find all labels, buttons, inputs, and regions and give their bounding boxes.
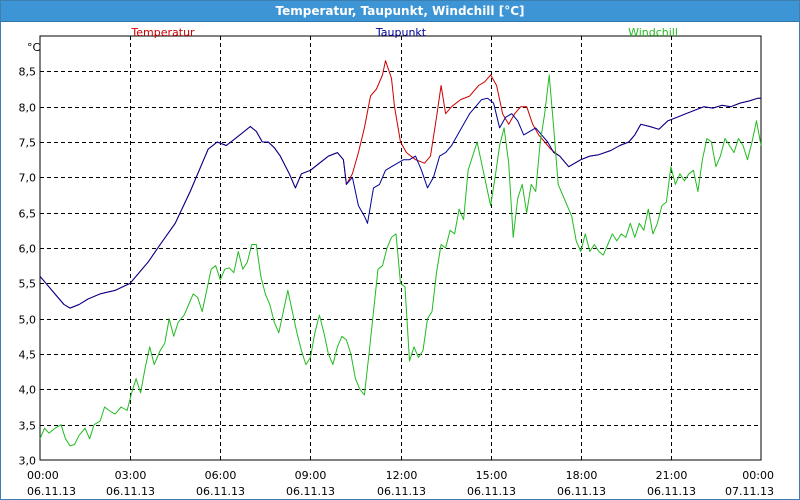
series-lines — [39, 60, 762, 447]
chart-title: Temperatur, Taupunkt, Windchill [°C] — [1, 1, 799, 22]
x-tick-time: 15:00 — [476, 469, 508, 482]
y-tick-label: 4,0 — [19, 384, 37, 397]
x-tick-time: 06:00 — [205, 469, 237, 482]
x-tick-time: 00:00 — [27, 469, 59, 482]
y-tick-label: 7,0 — [19, 172, 37, 185]
x-tick-time: 18:00 — [566, 469, 598, 482]
x-tick-date: 06.11.13 — [467, 485, 516, 498]
x-tick-date: 06.11.13 — [557, 485, 606, 498]
x-tick-time: 03:00 — [115, 469, 147, 482]
legend: Temperatur Taupunkt Windchill — [130, 26, 678, 39]
legend-taupunkt: Taupunkt — [375, 26, 427, 39]
y-tick-label: 8,5 — [19, 66, 37, 79]
x-tick-date: 06.11.13 — [196, 485, 245, 498]
y-tick-label: 4,5 — [19, 349, 37, 362]
x-tick-date: 06.11.13 — [27, 485, 76, 498]
y-tick-label: 6,5 — [19, 208, 37, 221]
x-tick-date: 06.11.13 — [286, 485, 335, 498]
series-line-windchill — [39, 74, 762, 447]
y-tick-label: 6,0 — [19, 243, 37, 256]
legend-windchill: Windchill — [628, 26, 678, 39]
x-tick-time: 12:00 — [386, 469, 418, 482]
y-tick-label: 3,0 — [19, 455, 37, 468]
axis-labels: 3,0 3,5 4,0 4,5 5,0 5,5 6,0 6,5 7,0 7,5 8,0 8,5 °C 00… — [19, 41, 775, 498]
series-line-taupunkt — [39, 97, 761, 309]
x-tick-date: 06.11.13 — [377, 485, 426, 498]
x-tick-date: 06.11.13 — [647, 485, 696, 498]
x-tick-time: 09:00 — [295, 469, 327, 482]
y-tick-label: 8,0 — [19, 102, 37, 115]
y-axis-label: °C — [27, 41, 41, 54]
y-tick-label: 7,5 — [19, 137, 37, 150]
y-tick-label: 5,5 — [19, 278, 37, 291]
x-tick-time: 21:00 — [656, 469, 688, 482]
x-tick-time: 00:00 — [742, 469, 774, 482]
legend-temperatur: Temperatur — [130, 26, 195, 39]
y-tick-label: 3,5 — [19, 420, 37, 433]
x-tick-date: 07.11.13 — [725, 485, 774, 498]
y-tick-label: 5,0 — [19, 314, 37, 327]
x-tick-date: 06.11.13 — [106, 485, 155, 498]
